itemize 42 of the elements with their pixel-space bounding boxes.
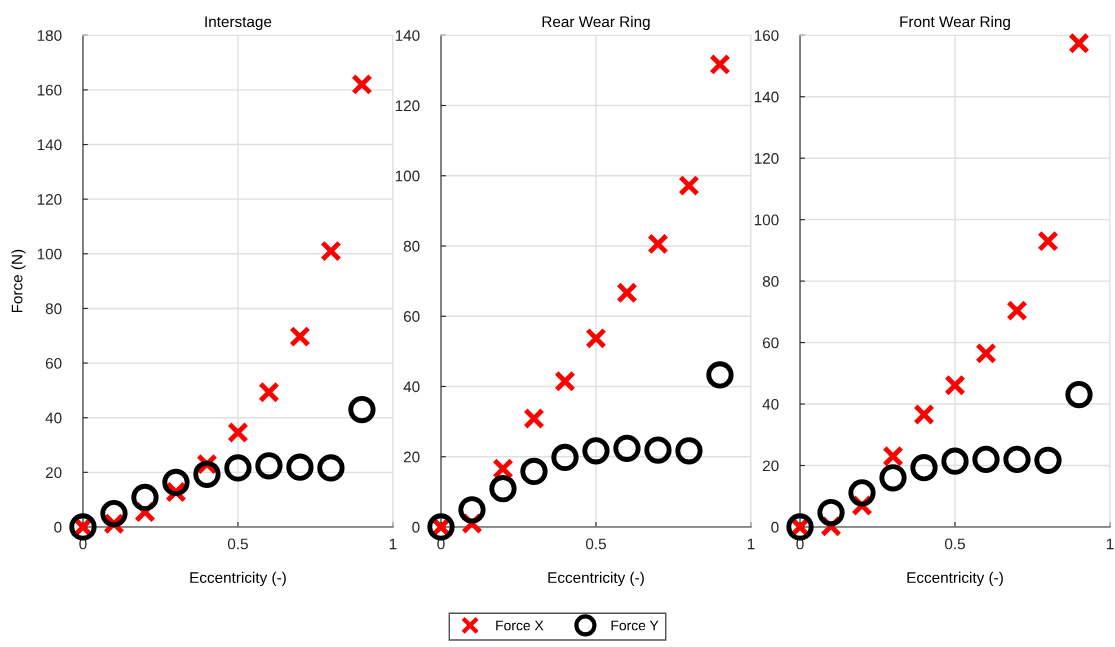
x-axis-title: Eccentricity (-) [548,571,644,587]
y-tick-label: 0 [54,521,62,533]
x-tick-label: 1 [389,538,397,550]
y-tick-label: 60 [403,311,420,322]
y-tick-label: 80 [762,275,779,287]
y-tick-label: 120 [754,153,779,164]
chart-title: Interstage [205,16,272,31]
y-tick-label: 80 [45,303,62,315]
y-axis-title: Force (N) [11,249,26,313]
y-tick-label: 140 [754,91,779,103]
chart-title: Front Wear Ring [900,15,1010,31]
y-tick-label: 100 [754,214,779,226]
x-tick-label: 1 [747,538,755,550]
x-tick-label: 1 [1106,538,1114,550]
y-tick-label: 80 [403,240,420,252]
y-tick-label: 20 [45,467,62,479]
y-tick-label: 100 [395,170,420,182]
legend-label: Force X [496,620,544,631]
y-tick-label: 20 [762,460,779,472]
y-tick-label: 0 [412,521,420,533]
y-tick-label: 20 [403,451,420,463]
y-tick-label: 140 [37,139,62,151]
y-tick-label: 60 [762,337,779,349]
y-tick-label: 100 [37,248,62,260]
legend-label: Force Y [611,620,659,631]
y-tick-label: 120 [37,194,62,205]
y-tick-label: 40 [762,398,779,410]
x-tick-label: 0.5 [585,538,606,550]
y-tick-label: 180 [37,30,62,41]
y-tick-label: 120 [395,100,420,112]
y-tick-label: 40 [403,381,420,393]
x-tick-label: 0.5 [227,538,248,550]
y-tick-label: 140 [395,30,420,41]
x-tick-label: 0.5 [944,538,965,550]
y-tick-label: 0 [771,521,779,533]
y-tick-label: 160 [754,30,779,41]
x-axis-title: Eccentricity (-) [907,571,1003,587]
y-tick-label: 40 [45,412,62,424]
y-tick-label: 60 [45,357,62,369]
chart-title: Rear Wear Ring [542,15,650,31]
y-tick-label: 160 [37,84,62,96]
x-axis-title: Eccentricity (-) [190,571,286,587]
